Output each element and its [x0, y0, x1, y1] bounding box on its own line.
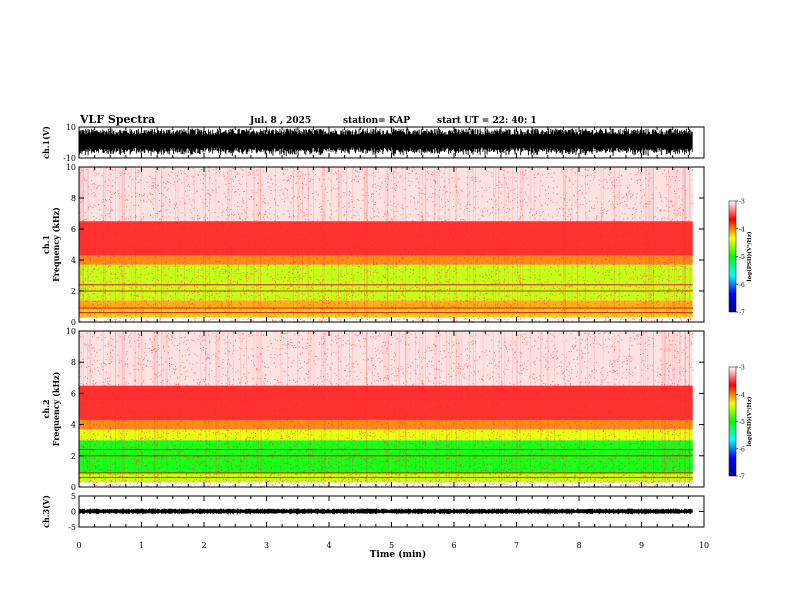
- y-tick-label: 4: [71, 256, 76, 265]
- colorbar-tick-label: -6: [739, 446, 745, 453]
- y-tick-label: 6: [71, 389, 76, 398]
- colorbar-tick-label: -6: [739, 282, 745, 289]
- date-label: Jul. 8 , 2025: [249, 116, 311, 126]
- y-tick-label: 4: [71, 421, 76, 430]
- station-label: station= KAP: [343, 116, 410, 126]
- y-tick-label: -10: [63, 154, 76, 163]
- figure-title: VLF Spectra: [79, 113, 155, 126]
- y-tick-label: 10: [66, 163, 76, 172]
- y-tick-label: 10: [66, 327, 76, 336]
- y-tick-label: 0: [71, 508, 76, 517]
- x-tick-label: 2: [201, 541, 206, 550]
- colorbar-tick-label: -4: [739, 392, 745, 399]
- waveform-trace: [78, 128, 693, 157]
- colorbar-tick-label: -5: [739, 419, 745, 426]
- spectrogram-band: [79, 255, 693, 265]
- y-tick-label: 2: [71, 287, 76, 296]
- ch2-colorbar: -3 -4 -5 -6 -7 log(PSD)(V²/Hz): [728, 365, 753, 481]
- x-tick-label: 10: [699, 541, 709, 550]
- colorbar-tick-label: -5: [739, 254, 745, 261]
- y-tick-label: 6: [71, 225, 76, 234]
- y-axis-label: ch.2: [41, 399, 51, 418]
- x-tick-label: 5: [389, 541, 394, 550]
- ch2-spectrogram-panel: 0 2 4 6 8 10 ch.2 Frequency (kHz): [41, 327, 705, 492]
- y-axis-label: Frequency (kHz): [51, 207, 61, 282]
- spectrogram-band: [79, 300, 693, 309]
- colorbar-scale: [728, 366, 737, 477]
- y-tick-label: 10: [66, 123, 76, 132]
- spectrogram-band: [79, 440, 693, 473]
- ch1-colorbar: -3 -4 -5 -6 -7 log(PSD)(V²/Hz): [728, 199, 753, 317]
- colorbar-label: log(PSD)(V²/Hz): [746, 396, 753, 446]
- x-tick-label: 9: [639, 541, 644, 550]
- spectrogram-band: [79, 429, 693, 441]
- y-axis-label: ch.3(V): [41, 495, 51, 528]
- y-tick-label: 2: [71, 452, 76, 461]
- time-axis: 0 1 2 3 4 5 6 7 8 9 10: [76, 541, 709, 550]
- colorbar-tick-label: -4: [739, 226, 745, 233]
- y-tick-label: 8: [71, 358, 76, 367]
- x-tick-label: 1: [139, 541, 144, 550]
- spectrogram-band: [79, 167, 693, 222]
- y-tick-label: 8: [71, 194, 76, 203]
- ch3-waveform-panel: 5 0 -5 ch.3(V): [41, 492, 705, 532]
- x-axis-label: Time (min): [370, 549, 427, 560]
- waveform-trace: [78, 508, 693, 515]
- colorbar-tick-label: -3: [739, 199, 745, 206]
- x-tick-label: 3: [264, 541, 269, 550]
- start-ut-label: start UT = 22: 40: 1: [437, 116, 537, 126]
- colorbar-tick-label: -3: [739, 365, 745, 372]
- spectrogram-band: [79, 331, 693, 386]
- colorbar-scale: [728, 200, 737, 313]
- y-tick-label: 0: [71, 318, 76, 327]
- colorbar-tick-label: -7: [739, 474, 745, 481]
- ch1-waveform-panel: 10 -10 ch.1(V): [41, 123, 705, 163]
- spectrogram-band: [79, 419, 693, 430]
- x-tick-label: 0: [76, 541, 81, 550]
- x-tick-label: 6: [451, 541, 456, 550]
- colorbar-tick-label: -7: [739, 310, 745, 317]
- colorbar-label: log(PSD)(V²/Hz): [746, 231, 753, 281]
- y-axis-label: ch.1(V): [41, 126, 51, 159]
- ch1-spectrogram-panel: 0 2 4 6 8 10 ch.1 Frequency (kHz): [41, 163, 705, 327]
- x-tick-label: 4: [326, 541, 331, 550]
- y-axis-label: ch.1: [41, 235, 51, 254]
- y-tick-label: -5: [68, 523, 76, 532]
- x-tick-label: 8: [576, 541, 581, 550]
- y-tick-label: 5: [71, 492, 76, 501]
- x-tick-label: 7: [514, 541, 519, 550]
- y-axis-label: Frequency (kHz): [51, 371, 61, 446]
- y-tick-label: 0: [71, 483, 76, 492]
